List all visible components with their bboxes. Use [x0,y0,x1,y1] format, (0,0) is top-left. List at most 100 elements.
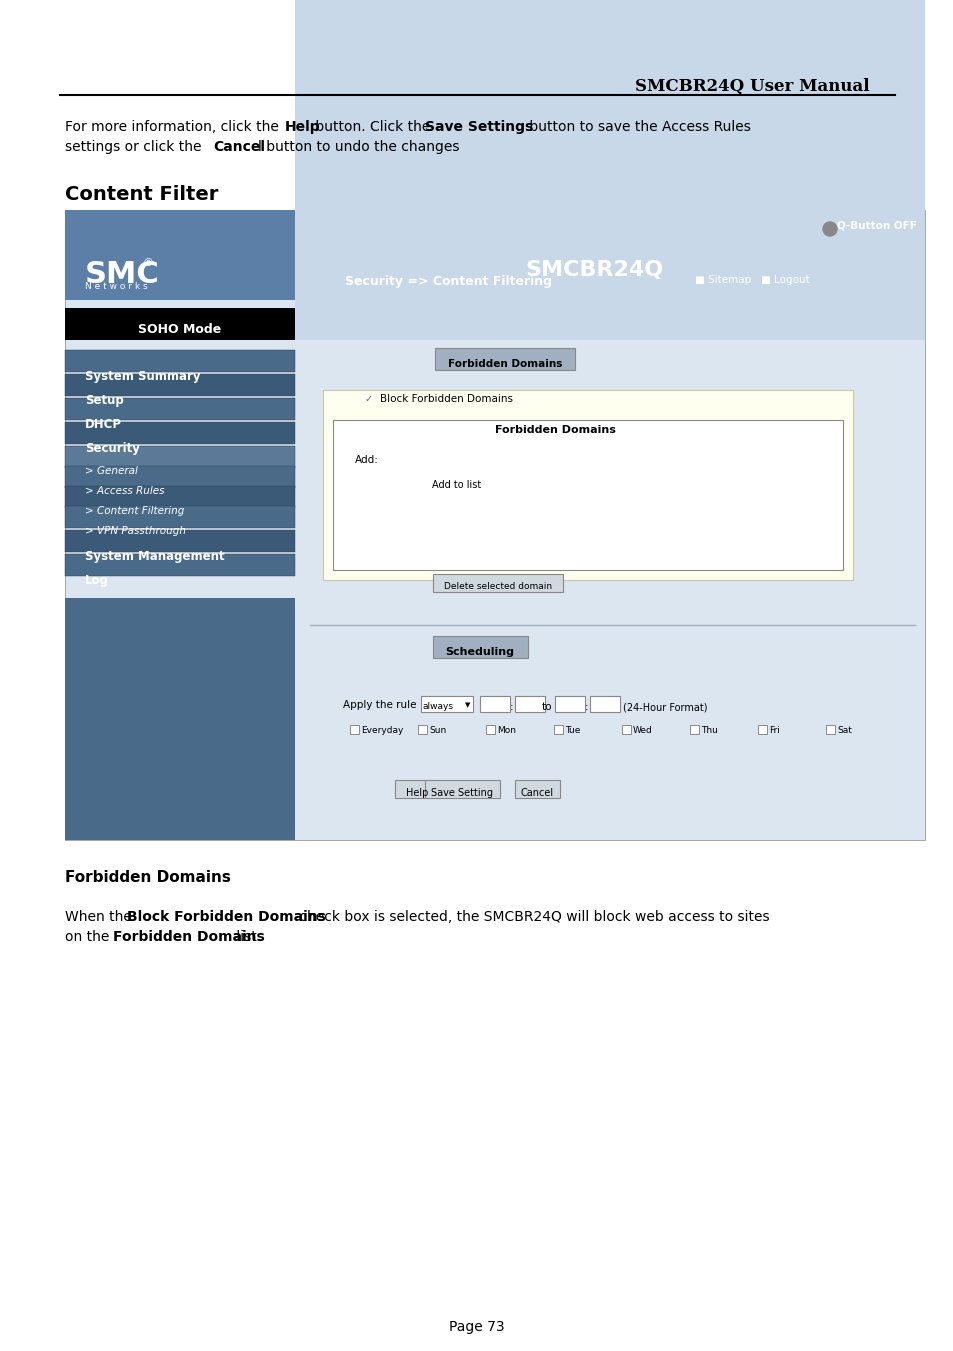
Text: check box is selected, the SMCBR24Q will block web access to sites: check box is selected, the SMCBR24Q will… [294,911,769,924]
Text: ®: ® [143,258,153,267]
Bar [420,696,473,712]
Bar [435,349,575,370]
Bar [65,209,924,840]
Bar [515,696,544,712]
Text: Everyday: Everyday [360,725,403,735]
Text: Security => Content Filtering: Security => Content Filtering [345,276,552,288]
Text: :: : [510,703,514,712]
Bar [419,471,495,490]
Bar [589,696,619,712]
Bar [65,422,294,444]
Text: Help: Help [285,120,320,134]
Text: When the: When the [65,911,136,924]
Bar [65,466,294,488]
Text: Forbidden Domains: Forbidden Domains [447,359,561,369]
Text: DHCP: DHCP [85,417,122,431]
Text: Log: Log [85,574,109,586]
Bar [515,780,559,798]
Bar [555,696,584,712]
Bar [65,446,294,467]
Bar [758,725,766,734]
Text: Apply the rule: Apply the rule [343,700,416,711]
Text: > Content Filtering: > Content Filtering [85,507,184,516]
Bar [294,308,684,340]
Text: Page 73: Page 73 [449,1320,504,1333]
Text: Forbidden Domains: Forbidden Domains [65,870,231,885]
Bar [65,308,294,340]
Text: SOHO Mode: SOHO Mode [138,323,221,336]
Text: Block Forbidden Domains: Block Forbidden Domains [379,394,513,404]
Bar [689,725,699,734]
Bar [65,350,294,372]
Bar [433,636,527,658]
Text: ▼: ▼ [464,703,470,708]
Text: Delete selected domain: Delete selected domain [443,582,552,590]
Bar [65,209,924,249]
Text: Save Settings: Save Settings [424,120,533,134]
Bar [65,598,294,840]
Text: Thu: Thu [700,725,717,735]
Text: Forbidden Domains: Forbidden Domains [112,929,265,944]
Bar [621,725,630,734]
Bar [417,725,427,734]
Text: Cancel: Cancel [213,141,265,154]
Bar [65,249,924,300]
Text: > General: > General [85,466,138,476]
Bar [65,554,294,576]
Bar [65,486,294,508]
Text: Tue: Tue [564,725,579,735]
Text: button to save the Access Rules: button to save the Access Rules [524,120,750,134]
Bar [65,374,294,396]
Text: Add to list: Add to list [432,480,481,490]
Bar [433,574,562,592]
Text: Q-Button OFF: Q-Button OFF [836,220,916,230]
Bar [323,390,852,580]
Text: list.: list. [232,929,261,944]
Bar [554,725,562,734]
Text: Cancel: Cancel [520,788,553,798]
Text: Forbidden Domains: Forbidden Domains [494,426,615,435]
Text: > VPN Passthrough: > VPN Passthrough [85,526,186,536]
Bar [67,249,222,299]
Text: Wed: Wed [633,725,652,735]
Bar [65,507,294,528]
Bar [65,530,294,553]
Text: Mon: Mon [497,725,516,735]
Text: on the: on the [65,929,113,944]
Circle shape [822,222,836,236]
Text: Security: Security [85,442,140,455]
Bar [65,399,294,420]
Bar [424,780,499,798]
Text: Save Setting: Save Setting [431,788,493,798]
Text: always: always [422,703,454,711]
Text: (24-Hour Format): (24-Hour Format) [622,703,707,712]
Text: Fri: Fri [768,725,779,735]
Bar [333,420,842,570]
Text: Help: Help [405,788,428,798]
Text: settings or click the: settings or click the [65,141,206,154]
Text: SMCBR24Q: SMCBR24Q [524,259,662,280]
Text: ✓: ✓ [365,394,373,404]
Bar [395,780,439,798]
Bar [485,725,495,734]
Text: SMCBR24Q User Manual: SMCBR24Q User Manual [635,78,869,95]
Text: ■ Sitemap   ■ Logout: ■ Sitemap ■ Logout [695,276,809,285]
Text: Sun: Sun [429,725,446,735]
Text: > Access Rules: > Access Rules [85,486,164,496]
Text: Scheduling: Scheduling [445,647,514,657]
Text: Block Forbidden Domains: Block Forbidden Domains [127,911,326,924]
Text: For more information, click the: For more information, click the [65,120,283,134]
Bar [825,725,834,734]
Bar [382,453,493,467]
Text: System Summary: System Summary [85,370,200,382]
Text: N e t w o r k s: N e t w o r k s [85,282,148,290]
Text: Setup: Setup [85,394,124,407]
Bar [350,725,358,734]
Text: Content Filter: Content Filter [65,185,218,204]
Bar [365,392,375,403]
Text: l button to undo the changes: l button to undo the changes [257,141,459,154]
Text: button. Click the: button. Click the [311,120,435,134]
Text: System Management: System Management [85,550,224,563]
Text: to: to [541,703,552,712]
Bar [294,0,924,340]
